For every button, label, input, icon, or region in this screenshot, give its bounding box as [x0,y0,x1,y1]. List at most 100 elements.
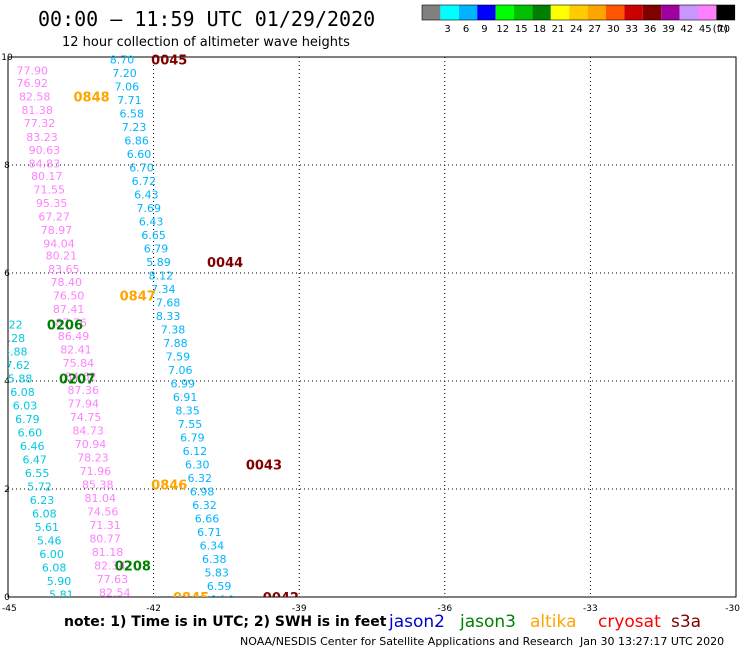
data-point-label: 6.60 [18,426,43,439]
data-point-label: 6.79 [144,243,169,256]
data-point-label: 76.92 [17,77,49,90]
data-point-label: 6.32 [192,499,217,512]
pass-time-label: 0846 [151,479,187,494]
colorbar-swatch [550,5,570,20]
pass-time-label: 0206 [47,318,83,333]
colorbar-swatch [679,5,698,20]
satellite-legend-item: cryosat [598,612,661,632]
satellite-legend: jason2 jason3 altika cryosat s3a [388,612,701,632]
plot-frame [7,56,737,598]
colorbar-label: 36 [644,24,657,35]
data-point-label: 5.61 [35,521,60,534]
data-point-label: 71.96 [80,465,112,478]
data-point-label: 77.32 [24,117,56,130]
data-point-label: 7.38 [161,324,186,337]
data-point-label: 7.34 [151,283,176,296]
data-point-label: 71.31 [89,519,121,532]
colorbar-label: 15 [515,24,528,35]
data-point-label: 83.23 [26,131,58,144]
data-point-label: 5.88 [8,372,33,385]
data-point-label: 6.12 [183,445,208,458]
data-point-label: 78.97 [41,224,73,237]
data-point-label: 5.81 [49,588,74,601]
y-tick-label: 2 [4,485,10,495]
data-point-label: 67.27 [38,210,70,223]
footer-note: note: 1) Time is in UTC; 2) SWH is in fe… [64,614,387,630]
data-point-label: 81.18 [92,546,124,559]
data-point-label: 6.70 [129,162,154,175]
data-point-label: 6.32 [187,472,212,485]
data-point-label: 6.16 [209,594,234,607]
data-point-label: 6.71 [197,526,222,539]
colorbar-label: 24 [570,24,583,35]
data-point-label: 6.34 [200,540,225,553]
footer-credit: NOAA/NESDIS Center for Satellite Applica… [240,635,573,648]
x-tick-label: -45 [2,604,17,614]
colorbar-swatch [495,5,514,20]
colorbar-swatch [440,5,459,20]
data-point-label: 77.90 [17,65,49,78]
data-point-label: 80.17 [31,170,63,183]
data-point-label: 6.28 [1,332,26,345]
data-point-label: 6.59 [207,580,232,593]
satellite-legend-item: jason3 [459,612,516,632]
pass-time-label: 0045 [151,54,187,69]
data-point-label: 7.59 [166,351,191,364]
data-point-label: 7.71 [117,94,142,107]
data-point-label: 5.83 [204,567,229,580]
colorbar-swatch [624,5,643,20]
data-point-label: 6.30 [185,459,210,472]
data-point-label: 6.79 [15,413,40,426]
x-tick-label: -30 [725,604,740,614]
x-tick-label: -42 [146,604,161,614]
data-point-label: 78.40 [50,276,82,289]
colorbar-label: 27 [588,24,601,35]
data-point-label: 6.08 [32,507,57,520]
colorbar-label: 70 [717,24,730,35]
data-point-label: 6.03 [13,399,38,412]
satellite-legend-item: jason2 [388,612,445,632]
colorbar-label: 9 [481,24,487,35]
data-point-label: 6.58 [120,108,145,121]
colorbar-label: 18 [533,24,546,35]
data-point-label: 87.76 [55,317,87,330]
colorbar-label: 21 [552,24,565,35]
data-point-label: 5.90 [47,575,72,588]
data-point-label: 82.54 [99,587,131,600]
colorbar-swatch [477,5,496,20]
data-point-label: 87.41 [53,303,85,316]
pass-time-label: 0043 [246,459,282,474]
data-point-label: 8.35 [175,405,200,418]
colorbar-swatch [458,5,478,20]
data-point-label: 6.99 [170,378,195,391]
x-tick-label: -39 [292,604,307,614]
data-point-label: 6.98 [190,486,215,499]
data-point-label: 6.55 [25,467,50,480]
data-point-label: 77.63 [97,573,129,586]
y-tick-label: 0 [4,593,10,603]
colorbar-swatch [642,5,662,20]
data-point-label: 7.20 [112,67,137,80]
data-point-label: 8.33 [156,310,181,323]
colorbar-swatch [587,5,606,20]
data-point-label: 87.36 [67,384,99,397]
data-point-label: 7.06 [115,81,140,94]
data-point-label: 83.65 [48,263,80,276]
data-point-label: 6.08 [42,561,67,574]
colorbar-swatch [422,5,441,20]
colorbar-legend: 3 6 9 12 15 18 21 24 27 30 33 36 39 42 45 70(ft) [421,4,736,35]
data-point-label: 80.77 [89,533,121,546]
colorbar-unit: (ft) [713,24,728,35]
chart-title: 00:00 – 11:59 UTC 01/29/2020 [38,7,375,31]
data-point-label: 7.06 [168,364,193,377]
y-tick-label: 6 [4,269,10,279]
colorbar-label: 39 [662,24,675,35]
data-point-label: 6.46 [20,440,45,453]
data-point-label: 81.04 [84,492,116,505]
data-point-label: 76.50 [53,290,85,303]
data-point-label: 6.72 [132,175,157,188]
colorbar-swatch [569,5,588,20]
data-point-label: 7.55 [178,418,203,431]
data-point-label: 6.88 [3,345,28,358]
